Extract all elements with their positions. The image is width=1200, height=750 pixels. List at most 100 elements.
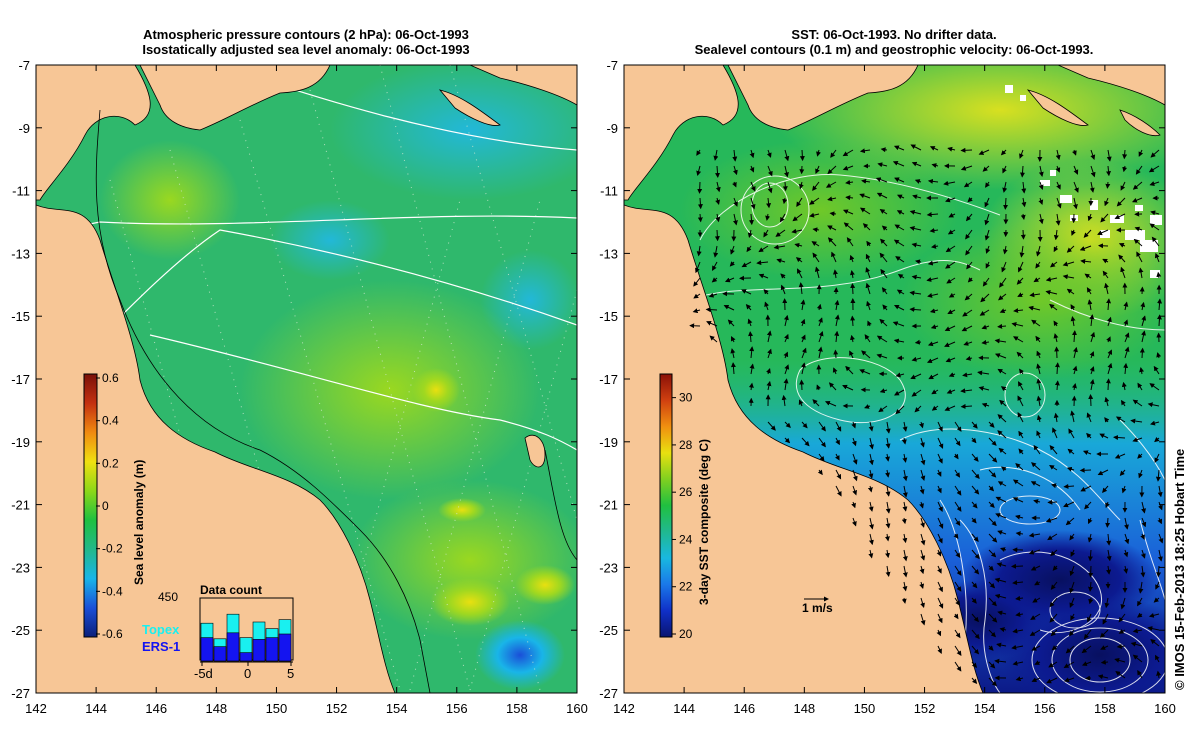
velocity-arrow bbox=[911, 389, 922, 397]
velocity-arrow bbox=[1038, 181, 1044, 190]
velocity-arrow bbox=[817, 346, 823, 359]
velocity-arrow bbox=[1135, 165, 1143, 175]
velocity-arrow bbox=[1104, 597, 1110, 609]
velocity-arrow bbox=[816, 384, 821, 391]
left-title-line2: Isostatically adjusted sea level anomaly… bbox=[142, 42, 470, 57]
velocity-arrow bbox=[885, 517, 891, 529]
velocity-arrow bbox=[1070, 316, 1076, 327]
velocity-arrow bbox=[947, 229, 956, 235]
velocity-arrow bbox=[859, 193, 871, 199]
velocity-arrow bbox=[784, 149, 790, 162]
x-tick-label: 152 bbox=[914, 701, 936, 716]
velocity-arrow bbox=[902, 533, 908, 544]
velocity-arrow bbox=[1090, 149, 1096, 160]
x-tick-label: 146 bbox=[145, 701, 167, 716]
velocity-arrow bbox=[869, 437, 874, 450]
velocity-arrow bbox=[954, 501, 962, 512]
velocity-arrow bbox=[1106, 549, 1112, 562]
velocity-arrow bbox=[818, 437, 826, 448]
velocity-arrow bbox=[1045, 289, 1058, 295]
velocity-arrow bbox=[758, 273, 769, 279]
velocity-arrow bbox=[1130, 641, 1143, 647]
velocity-arrow bbox=[796, 197, 803, 208]
velocity-arrow bbox=[1072, 149, 1077, 156]
velocity-arrow bbox=[965, 245, 973, 256]
velocity-arrow bbox=[988, 549, 997, 558]
velocity-arrow bbox=[868, 421, 874, 432]
velocity-arrow bbox=[1053, 320, 1059, 327]
velocity-arrow bbox=[1089, 366, 1095, 375]
legend-ers1: ERS-1 bbox=[142, 639, 180, 654]
velocity-arrow bbox=[997, 414, 1007, 423]
velocity-arrow bbox=[758, 245, 769, 253]
velocity-arrow bbox=[1123, 319, 1129, 327]
velocity-arrow bbox=[998, 447, 1007, 455]
velocity-arrow bbox=[730, 362, 736, 375]
velocity-arrow bbox=[1105, 181, 1111, 189]
velocity-arrow bbox=[971, 613, 979, 623]
velocity-arrow bbox=[954, 469, 961, 478]
x-tick-label: 152 bbox=[326, 701, 348, 716]
colorbar-tick-label: -0.2 bbox=[102, 542, 123, 556]
velocity-arrow bbox=[849, 350, 854, 359]
inset-bar-ers1 bbox=[226, 632, 240, 662]
velocity-arrow bbox=[845, 195, 854, 201]
velocity-arrow bbox=[1106, 565, 1112, 575]
velocity-arrow bbox=[831, 251, 837, 263]
velocity-arrow bbox=[843, 222, 854, 231]
velocity-arrow bbox=[1118, 243, 1126, 248]
left-map: Data count 450 -5d 0 5 Topex ERS-1 -0.6-… bbox=[36, 65, 577, 693]
velocity-arrow bbox=[971, 661, 978, 668]
velocity-arrow bbox=[971, 533, 979, 542]
velocity-arrow bbox=[1137, 669, 1143, 679]
velocity-arrow bbox=[988, 565, 994, 572]
velocity-arrow bbox=[927, 260, 939, 266]
velocity-arrow bbox=[1012, 580, 1024, 586]
velocity-arrow bbox=[937, 533, 943, 544]
velocity-arrow bbox=[919, 565, 925, 575]
velocity-arrow bbox=[988, 501, 995, 509]
velocity-arrow bbox=[988, 645, 994, 651]
velocity-arrow bbox=[1012, 479, 1024, 487]
velocity-arrow bbox=[1085, 675, 1092, 681]
velocity-arrow bbox=[1031, 319, 1041, 327]
velocity-arrow bbox=[1106, 298, 1112, 311]
velocity-arrow bbox=[999, 308, 1007, 314]
velocity-arrow bbox=[1158, 533, 1164, 544]
velocity-arrow bbox=[1081, 661, 1092, 667]
velocity-arrow bbox=[1066, 245, 1075, 253]
velocity-arrow bbox=[911, 356, 922, 362]
velocity-arrow bbox=[937, 517, 944, 529]
velocity-arrow bbox=[1116, 643, 1126, 649]
velocity-arrow bbox=[766, 330, 772, 343]
velocity-arrow bbox=[997, 481, 1007, 487]
velocity-arrow bbox=[1063, 501, 1075, 508]
y-tick-label: -13 bbox=[599, 246, 618, 261]
velocity-arrow bbox=[1072, 383, 1077, 391]
velocity-arrow bbox=[866, 300, 871, 311]
velocity-arrow bbox=[732, 149, 738, 162]
x-tick-label: 146 bbox=[733, 701, 755, 716]
velocity-arrow bbox=[1151, 236, 1160, 247]
velocity-arrow bbox=[1015, 611, 1024, 617]
y-tick-label: -25 bbox=[11, 623, 30, 638]
velocity-arrow bbox=[881, 225, 888, 231]
velocity-arrow bbox=[1149, 181, 1160, 186]
velocity-arrow bbox=[911, 242, 922, 248]
velocity-arrow bbox=[954, 645, 962, 656]
velocity-arrow bbox=[920, 437, 925, 448]
velocity-arrow bbox=[818, 317, 823, 327]
velocity-arrow bbox=[1011, 644, 1024, 650]
velocity-arrow bbox=[849, 254, 855, 263]
velocity-arrow bbox=[927, 341, 939, 347]
velocity-arrow bbox=[876, 335, 888, 343]
velocity-arrow bbox=[901, 437, 907, 445]
velocity-arrow bbox=[1013, 336, 1024, 343]
velocity-arrow bbox=[1100, 645, 1109, 650]
velocity-arrow bbox=[1063, 661, 1075, 669]
velocity-arrow bbox=[1097, 229, 1109, 236]
velocity-arrow bbox=[824, 400, 837, 407]
velocity-arrow bbox=[1102, 613, 1109, 625]
velocity-arrow bbox=[1089, 379, 1095, 391]
velocity-arrow bbox=[1020, 165, 1025, 178]
